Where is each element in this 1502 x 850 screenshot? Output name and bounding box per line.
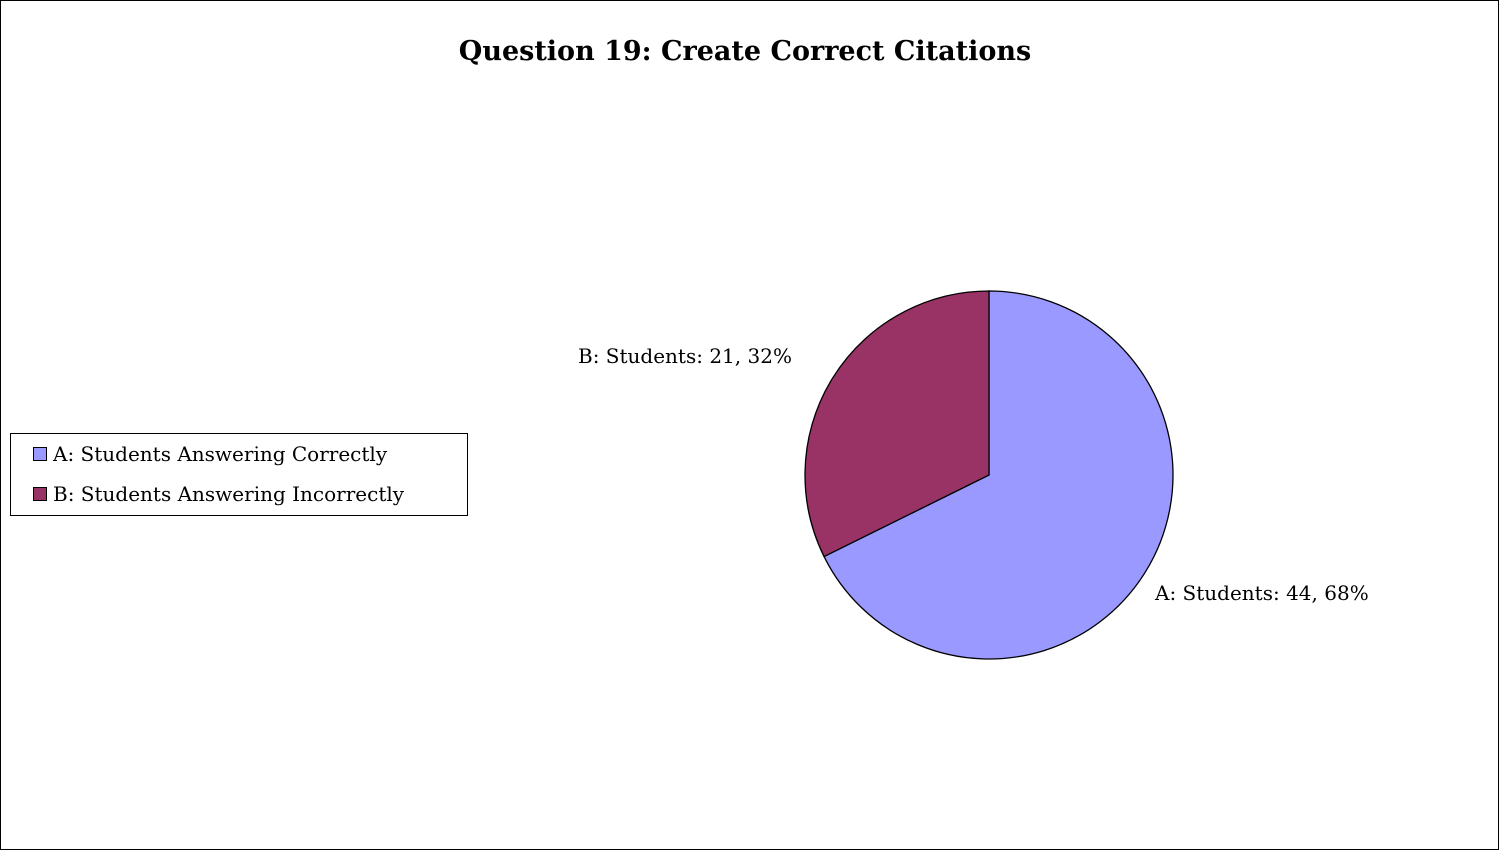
legend-item-b: B: Students Answering Incorrectly xyxy=(33,482,404,506)
legend-swatch-a xyxy=(33,447,47,461)
chart-title: Question 19: Create Correct Citations xyxy=(458,36,1032,67)
legend-item-a: A: Students Answering Correctly xyxy=(33,442,387,466)
pie-slice-a xyxy=(823,290,1174,660)
legend-swatch-b xyxy=(33,487,47,501)
data-label-b: B: Students: 21, 32% xyxy=(578,344,792,368)
legend: A: Students Answering Correctly B: Stude… xyxy=(10,433,468,516)
pie-slice-b xyxy=(804,290,990,558)
data-label-a: A: Students: 44, 68% xyxy=(1155,581,1369,605)
legend-label-b: B: Students Answering Incorrectly xyxy=(53,482,405,506)
legend-label-a: A: Students Answering Correctly xyxy=(53,442,388,466)
